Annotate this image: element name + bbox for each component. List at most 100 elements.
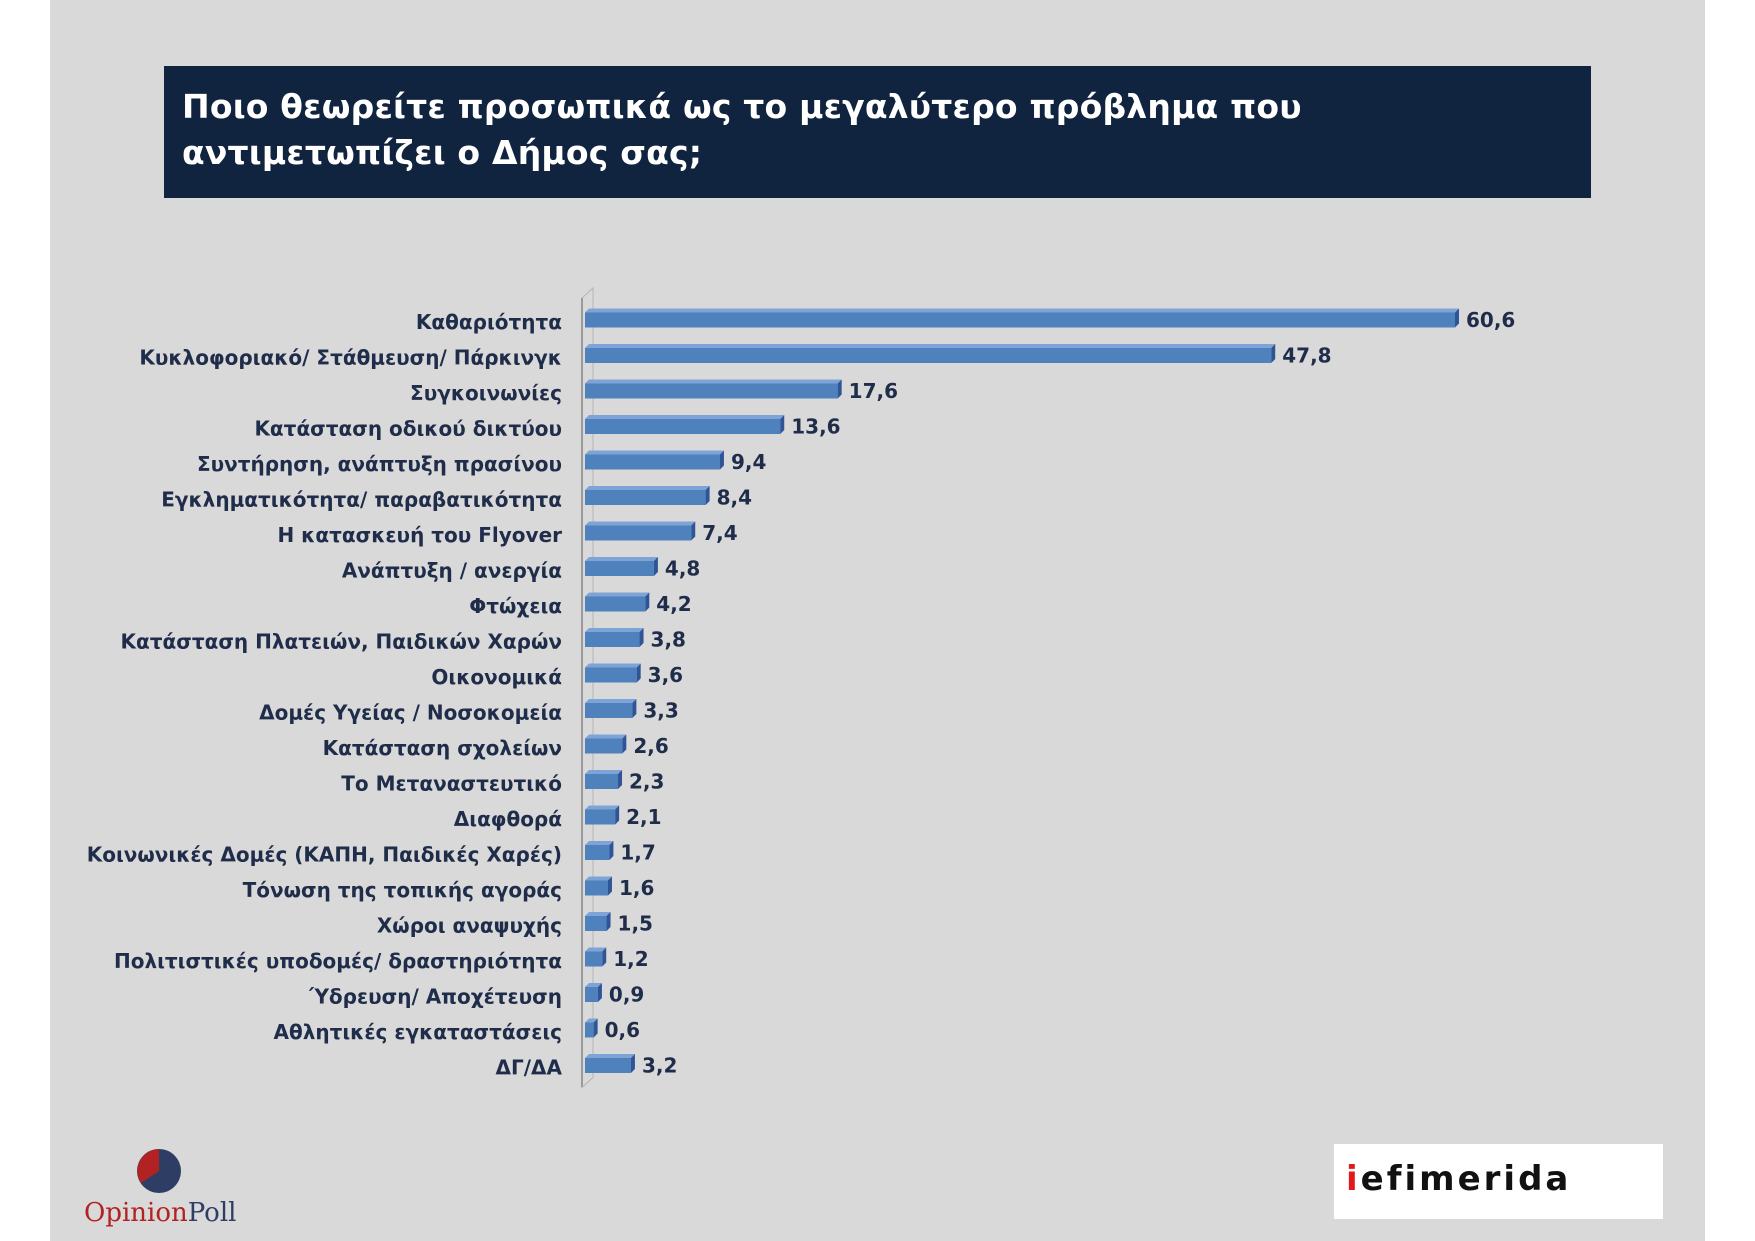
bar-top-face xyxy=(585,557,658,561)
category-label: Κατάσταση Πλατειών, Παιδικών Χαρών xyxy=(121,630,562,654)
bar xyxy=(585,383,838,399)
data-label: 17,6 xyxy=(849,379,898,403)
opinionpoll-logo-part1: Opinion xyxy=(84,1198,188,1228)
data-label: 2,1 xyxy=(626,805,661,829)
bar-top-face xyxy=(585,415,785,419)
category-label: Κυκλοφοριακό/ Στάθμευση/ Πάρκινγκ xyxy=(139,346,562,370)
bar-top-face xyxy=(585,521,696,526)
chart-title: Ποιο θεωρείτε προσωπικά ως το μεγαλύτερο… xyxy=(182,87,1302,172)
data-label: 1,6 xyxy=(619,876,654,900)
data-label: 3,6 xyxy=(648,663,683,687)
bar-top-face xyxy=(585,699,637,703)
bar-top-face xyxy=(585,841,614,845)
category-label: Συντήρηση, ανάπτυξη πρασίνου xyxy=(197,452,562,476)
category-label: Κατάσταση οδικού δικτύου xyxy=(254,417,562,441)
bar-top-face xyxy=(585,1054,635,1058)
bar-top-face xyxy=(585,628,644,632)
bar xyxy=(585,312,1455,328)
bar xyxy=(585,916,607,931)
bar xyxy=(585,596,646,612)
category-label: Ανάπτυξη / ανεργία xyxy=(342,559,562,583)
bar xyxy=(585,525,692,541)
title-banner: Ποιο θεωρείτε προσωπικά ως το μεγαλύτερο… xyxy=(164,66,1591,198)
bar-side-face xyxy=(653,557,658,576)
bar-side-face xyxy=(780,415,785,434)
bar-side-face xyxy=(639,628,644,647)
opinionpoll-logo-mark xyxy=(137,1149,181,1193)
bar-top-face xyxy=(585,876,612,881)
bar-top-face xyxy=(585,770,623,774)
data-label: 2,3 xyxy=(629,770,664,794)
data-label: 47,8 xyxy=(1282,344,1331,368)
category-label: Φτώχεια xyxy=(469,594,562,618)
category-label: Το Μεταναστευτικό xyxy=(341,772,562,796)
bar xyxy=(585,845,610,860)
data-label: 7,4 xyxy=(702,521,737,545)
data-label: 0,9 xyxy=(609,983,644,1007)
data-label: 2,6 xyxy=(633,734,668,758)
bar-side-face xyxy=(609,841,614,860)
bar-side-face xyxy=(719,450,724,470)
category-label: Πολιτιστικές υποδομές/ δραστηριότητα xyxy=(114,949,562,973)
bar-side-face xyxy=(593,1018,598,1038)
bar xyxy=(585,632,640,647)
data-label: 4,2 xyxy=(656,592,691,616)
bar xyxy=(585,774,619,789)
bar xyxy=(585,454,720,470)
category-label: Οικονομικά xyxy=(431,665,562,689)
bar-side-face xyxy=(632,699,637,718)
bar-side-face xyxy=(1271,344,1276,363)
value-axis-wall-depth xyxy=(581,286,594,1088)
bar-top-face xyxy=(585,1018,598,1023)
opinionpoll-logo: OpinionPoll xyxy=(78,1140,258,1235)
bar xyxy=(585,348,1272,363)
bar-side-face xyxy=(607,876,612,896)
data-label: 9,4 xyxy=(731,450,766,474)
category-label: Εγκληματικότητα/ παραβατικότητα xyxy=(161,488,562,512)
category-label: Συγκοινωνίες xyxy=(410,381,562,405)
bar-side-face xyxy=(645,592,650,612)
data-label: 4,8 xyxy=(665,557,700,581)
bar-top-face xyxy=(585,912,611,916)
category-label: Αθλητικές εγκαταστάσεις xyxy=(274,1020,562,1044)
bar-top-face xyxy=(585,983,602,987)
bar xyxy=(585,703,633,718)
bar xyxy=(585,561,654,576)
bar-side-face xyxy=(597,983,602,1002)
bar-side-face xyxy=(606,912,611,931)
category-label: Διαφθορά xyxy=(454,807,562,831)
data-label: 1,5 xyxy=(618,912,653,936)
category-label: Τόνωση της τοπικής αγοράς xyxy=(243,878,562,902)
bar xyxy=(585,1058,631,1073)
opinionpoll-logo-text: OpinionPoll xyxy=(84,1198,236,1228)
bar xyxy=(585,987,598,1002)
bar-top-face xyxy=(585,379,842,384)
category-label: Δομές Υγείας / Νοσοκομεία xyxy=(259,701,562,725)
bar-side-face xyxy=(837,379,842,399)
bar xyxy=(585,809,616,825)
iefimerida-logo-part1: i xyxy=(1346,1159,1361,1199)
data-label: 1,7 xyxy=(620,841,655,865)
opinionpoll-logo-part2: Poll xyxy=(187,1198,237,1228)
bar-top-face xyxy=(585,805,620,810)
data-label: 3,3 xyxy=(643,699,678,723)
bar-top-face xyxy=(585,592,650,597)
slide-background: Ποιο θεωρείτε προσωπικά ως το μεγαλύτερο… xyxy=(50,0,1705,1241)
category-label: ΔΓ/ΔΑ xyxy=(496,1056,563,1080)
data-label: 3,8 xyxy=(651,628,686,652)
iefimerida-logo-text: iefimerida xyxy=(1346,1159,1571,1199)
iefimerida-logo: iefimerida xyxy=(1334,1144,1663,1219)
bar-side-face xyxy=(705,486,710,505)
category-label: Χώροι αναψυχής xyxy=(377,914,562,938)
bar-top-face xyxy=(585,344,1276,348)
data-label: 8,4 xyxy=(717,486,752,510)
bar-top-face xyxy=(585,486,710,490)
iefimerida-logo-part2: efimerida xyxy=(1360,1159,1572,1199)
data-label: 60,6 xyxy=(1466,308,1515,332)
bar xyxy=(585,667,637,683)
category-label: Κοινωνικές Δομές (ΚΑΠΗ, Παιδικές Χαρές) xyxy=(87,843,562,867)
bar-side-face xyxy=(636,663,641,683)
data-label: 1,2 xyxy=(613,947,648,971)
bar-side-face xyxy=(622,734,627,754)
category-label: Ύδρευση/ Αποχέτευση xyxy=(308,985,562,1009)
